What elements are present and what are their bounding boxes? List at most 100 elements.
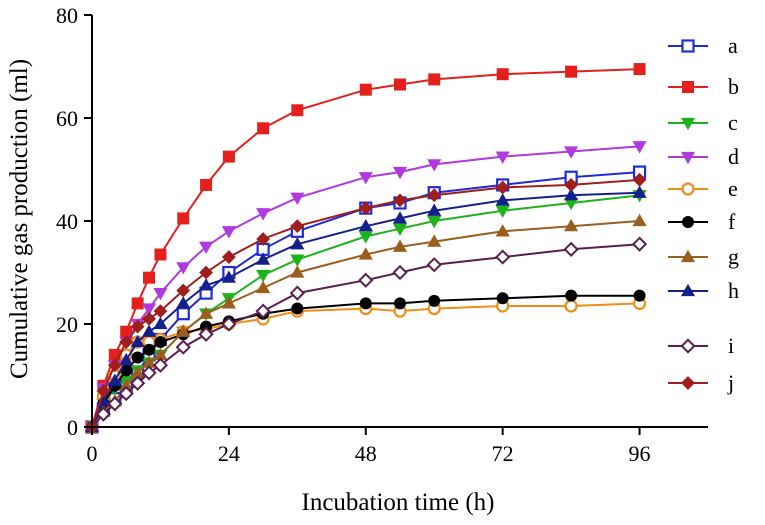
data-point-i [631, 236, 648, 252]
data-point-g [495, 224, 510, 237]
data-point-f [131, 351, 144, 364]
series-line-f [91, 294, 640, 428]
data-point-c [392, 223, 408, 236]
data-point-b [633, 63, 646, 76]
data-point-d [290, 192, 305, 206]
data-point-j [256, 232, 271, 246]
data-point-j [142, 311, 156, 326]
data-point-g [427, 234, 442, 247]
data-point-i [130, 375, 146, 391]
legend-label-c: c [728, 110, 738, 135]
x-tick-label: 0 [87, 441, 98, 466]
data-point-g [564, 218, 579, 232]
legend-label-j: j [727, 370, 734, 395]
data-point-j [632, 172, 647, 187]
data-point-j [495, 180, 510, 195]
legend-item-g: g [668, 244, 739, 269]
data-point-i [118, 385, 134, 402]
data-point-h [427, 203, 442, 216]
legend-item-e: e [668, 176, 738, 201]
legend-marker-b [682, 81, 694, 93]
y-tick-label: 20 [56, 312, 78, 337]
series-line-e [91, 302, 640, 428]
data-point-h [119, 352, 134, 366]
series-e [85, 296, 647, 434]
data-point-d [392, 166, 408, 180]
legend-item-i: i [668, 333, 734, 358]
data-point-g [290, 265, 305, 278]
data-point-b [143, 271, 156, 284]
legend-marker-i [680, 338, 696, 354]
data-point-h [495, 193, 510, 206]
legend-item-a: a [668, 33, 738, 58]
data-point-j [290, 219, 305, 234]
data-point-j [107, 358, 122, 373]
data-point-d [199, 241, 214, 254]
data-point-j [153, 304, 168, 319]
legend-marker-d [680, 151, 696, 165]
data-point-f [633, 289, 646, 302]
data-point-h [632, 185, 647, 198]
data-point-b [257, 122, 270, 135]
data-point-h [564, 188, 579, 201]
data-point-j [221, 250, 236, 264]
legend-item-b: b [668, 74, 739, 99]
data-point-a [176, 307, 190, 321]
data-point-b [177, 212, 190, 225]
data-point-j [119, 335, 134, 349]
data-point-j [130, 319, 145, 334]
data-point-d [221, 226, 236, 239]
data-point-i [495, 249, 511, 265]
data-point-i [358, 272, 374, 288]
data-point-h [153, 316, 168, 330]
data-point-j [199, 265, 213, 280]
data-point-f [394, 297, 406, 310]
legend-label-e: e [728, 176, 738, 201]
data-point-f [154, 336, 167, 349]
data-point-f [359, 297, 372, 310]
data-point-d [256, 208, 271, 221]
data-point-b [131, 297, 144, 310]
data-point-h [199, 278, 214, 291]
data-point-j [358, 201, 373, 216]
data-point-c [495, 205, 510, 218]
legend-label-f: f [728, 209, 736, 234]
axes: 0 20 40 60 80 0 24 48 72 96 [56, 3, 708, 466]
x-tick-label: 96 [629, 441, 651, 466]
data-point-d [176, 262, 191, 275]
data-point-c [256, 269, 271, 283]
legend-label-i: i [728, 333, 734, 358]
data-point-j [176, 283, 191, 298]
data-point-f [291, 302, 304, 315]
series-j [85, 172, 647, 434]
legend-label-h: h [728, 278, 739, 303]
data-point-h [358, 218, 373, 232]
data-point-i [392, 264, 408, 281]
series-h [84, 185, 647, 433]
data-point-c [427, 215, 442, 229]
data-point-d [564, 146, 579, 159]
legend-marker-j [681, 376, 695, 390]
data-point-b [154, 248, 167, 261]
y-tick-label: 80 [56, 3, 78, 28]
y-tick-label: 40 [56, 209, 78, 234]
data-point-j [564, 178, 579, 192]
legend-item-f: f [668, 209, 736, 234]
data-point-g [199, 306, 214, 319]
x-tick-label: 72 [492, 441, 514, 466]
data-point-i [175, 339, 191, 355]
data-point-d [632, 141, 647, 154]
y-axis-title: Cumulative gas production (ml) [6, 59, 33, 379]
legend-label-d: d [728, 144, 739, 169]
data-point-d [427, 159, 442, 172]
x-axis-title: Incubation time (h) [302, 489, 495, 516]
data-point-j [393, 193, 407, 208]
data-point-i [563, 241, 579, 257]
data-point-g [176, 324, 191, 337]
data-point-b [565, 65, 578, 78]
data-point-i [152, 357, 169, 373]
x-tick-label: 48 [355, 441, 377, 466]
legend-item-c: c [668, 110, 738, 135]
legend-marker-e [681, 182, 695, 196]
